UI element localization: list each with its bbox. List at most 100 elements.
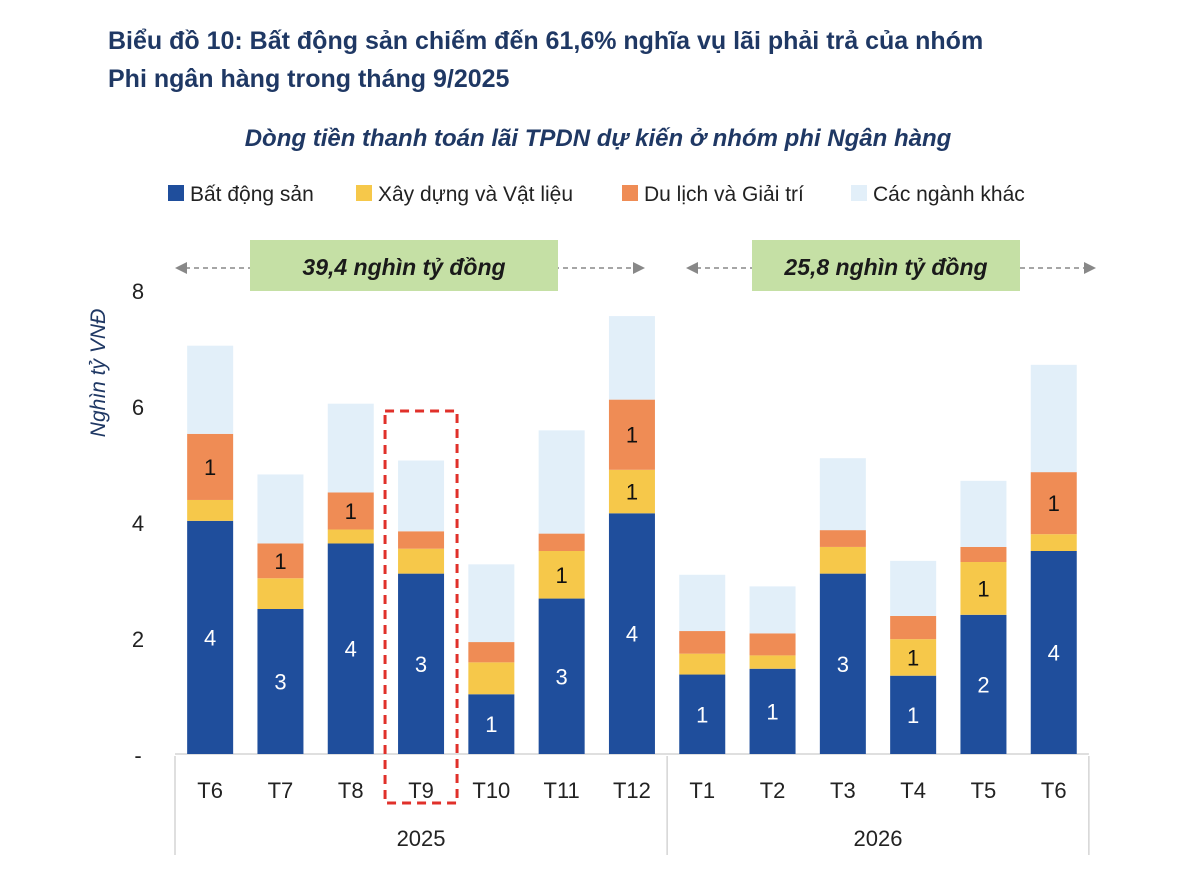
bar-segment-2-4 <box>468 642 515 663</box>
bar-data-label-2-0: 1 <box>204 455 216 480</box>
bar-segment-0-3 <box>398 573 445 754</box>
bar-segment-3-10 <box>890 560 937 616</box>
bar-data-label-1-6: 1 <box>626 480 638 505</box>
legend-label-1: Xây dựng và Vật liệu <box>378 183 573 206</box>
x-tick-label-10: T4 <box>900 778 926 803</box>
annotation-arrowhead-left-1 <box>686 262 698 274</box>
bar-data-label-0-11: 2 <box>977 672 989 697</box>
bar-segment-0-4 <box>468 694 515 754</box>
bar-segment-1-8 <box>749 655 796 669</box>
bar-segment-3-0 <box>187 345 234 434</box>
group-label-1: 2026 <box>854 826 903 851</box>
x-tick-label-9: T3 <box>830 778 856 803</box>
page-title: Biểu đồ 10: Bất động sản chiếm đến 61,6%… <box>108 22 1168 98</box>
bar-segment-3-1 <box>257 474 304 544</box>
bar-data-label-0-4: 1 <box>485 712 497 737</box>
bar-segment-2-5 <box>538 533 585 551</box>
bar-segment-0-11 <box>960 614 1007 754</box>
bar-segment-0-7 <box>679 674 726 754</box>
bar-data-label-0-3: 3 <box>415 652 427 677</box>
bar-segment-3-11 <box>960 480 1007 547</box>
legend-label-3: Các ngành khác <box>873 183 1025 206</box>
annotation-arrowhead-left-0 <box>175 262 187 274</box>
bar-data-label-2-6: 1 <box>626 423 638 448</box>
legend-swatch-0 <box>168 185 184 201</box>
x-tick-label-3: T9 <box>408 778 434 803</box>
bar-segment-3-9 <box>819 458 866 531</box>
x-tick-label-11: T5 <box>971 778 997 803</box>
bar-data-label-2-1: 1 <box>274 549 286 574</box>
chart-subtitle: Dòng tiền thanh toán lãi TPDN dự kiến ở … <box>245 125 952 152</box>
annotation-callout-box-1 <box>752 240 1020 291</box>
bar-segment-2-8 <box>749 633 796 656</box>
bar-data-label-0-0: 4 <box>204 625 216 650</box>
bar-segment-2-10 <box>890 615 937 640</box>
annotation-callout-text-1: 25,8 nghìn tỷ đồng <box>783 254 987 280</box>
bar-segment-1-10 <box>890 639 937 676</box>
bar-data-label-0-2: 4 <box>345 637 357 662</box>
bar-segment-1-2 <box>327 529 374 544</box>
y-tick-label-1: 2 <box>132 627 144 652</box>
bar-segment-3-7 <box>679 574 726 632</box>
bar-segment-3-5 <box>538 430 585 534</box>
annotation-arrowhead-right-1 <box>1084 262 1096 274</box>
bar-segment-1-1 <box>257 578 304 609</box>
bar-segment-2-2 <box>327 492 374 530</box>
bar-segment-0-8 <box>749 668 796 754</box>
x-tick-label-2: T8 <box>338 778 364 803</box>
bar-segment-1-3 <box>398 548 445 574</box>
annotation-callout-box-0 <box>250 240 558 291</box>
legend-swatch-1 <box>356 185 372 201</box>
annotation-arrowhead-right-0 <box>633 262 645 274</box>
bar-data-label-0-6: 4 <box>626 622 638 647</box>
bar-segment-3-12 <box>1030 364 1077 473</box>
y-tick-label-3: 6 <box>132 395 144 420</box>
legend-swatch-3 <box>851 185 867 201</box>
bar-data-label-1-11: 1 <box>977 576 989 601</box>
x-tick-label-0: T6 <box>197 778 223 803</box>
x-tick-label-6: T12 <box>613 778 651 803</box>
y-tick-label-4: 8 <box>132 279 144 304</box>
bar-segment-2-9 <box>819 530 866 547</box>
bar-data-label-2-12: 1 <box>1048 491 1060 516</box>
y-tick-label-2: 4 <box>132 511 144 536</box>
bar-data-label-0-1: 3 <box>274 670 286 695</box>
highlight-box-t9 <box>383 409 459 805</box>
bar-data-label-2-2: 1 <box>345 499 357 524</box>
bar-segment-1-7 <box>679 653 726 675</box>
bar-segment-0-12 <box>1030 551 1077 754</box>
bar-segment-0-6 <box>608 513 655 754</box>
bar-segment-2-3 <box>398 531 445 549</box>
bar-segment-2-11 <box>960 546 1007 563</box>
bar-segment-0-10 <box>890 675 937 754</box>
legend-label-0: Bất động sản <box>190 183 314 206</box>
y-tick-label-0: - <box>134 743 141 768</box>
bar-data-label-0-5: 3 <box>556 664 568 689</box>
bar-segment-1-0 <box>187 499 234 521</box>
title-line-2: Phi ngân hàng trong tháng 9/2025 <box>108 65 510 93</box>
bar-segment-0-0 <box>187 520 234 754</box>
bar-segment-1-5 <box>538 551 585 599</box>
bar-segment-2-7 <box>679 631 726 654</box>
x-tick-label-5: T11 <box>544 778 580 803</box>
bar-segment-1-9 <box>819 546 866 574</box>
bar-data-label-1-5: 1 <box>556 563 568 588</box>
bar-segment-3-4 <box>468 564 515 643</box>
bar-data-label-0-9: 3 <box>837 652 849 677</box>
bar-data-label-0-8: 1 <box>766 699 778 724</box>
bar-segment-1-11 <box>960 562 1007 615</box>
x-tick-label-12: T6 <box>1041 778 1067 803</box>
bar-segment-2-1 <box>257 543 304 579</box>
bar-segment-1-4 <box>468 662 515 695</box>
x-tick-label-8: T2 <box>760 778 786 803</box>
legend-label-2: Du lịch và Giải trí <box>644 183 804 206</box>
bar-segment-1-12 <box>1030 534 1077 551</box>
bar-segment-1-6 <box>608 469 655 514</box>
x-tick-label-4: T10 <box>472 778 510 803</box>
y-axis-label: Nghìn tỷ VNĐ <box>87 309 110 437</box>
bar-data-label-0-12: 4 <box>1048 641 1060 666</box>
annotation-callout-text-0: 39,4 nghìn tỷ đồng <box>302 254 505 280</box>
bar-data-label-1-10: 1 <box>907 645 919 670</box>
bar-segment-3-6 <box>608 316 655 400</box>
